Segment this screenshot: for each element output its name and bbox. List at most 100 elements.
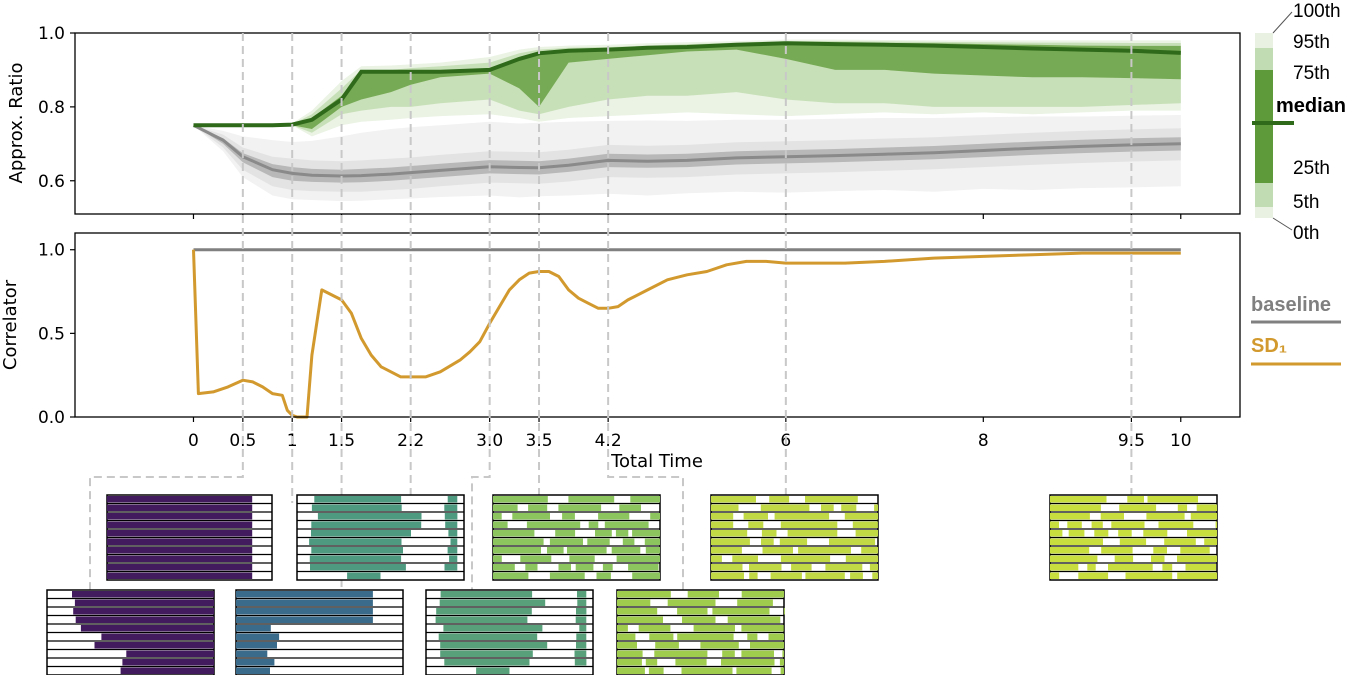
snapshot-segment bbox=[1125, 572, 1173, 579]
snapshot-segment bbox=[798, 547, 851, 554]
snapshot-segment bbox=[677, 633, 734, 640]
snapshot-segment bbox=[493, 547, 541, 554]
snapshot-segment bbox=[645, 547, 660, 554]
snapshot-segment bbox=[1068, 530, 1085, 537]
snapshot-segment bbox=[122, 659, 214, 666]
snapshot-segment bbox=[1177, 572, 1217, 579]
snapshot-segment bbox=[1050, 521, 1059, 528]
snapshot-segment bbox=[845, 555, 878, 562]
snapshot-segment bbox=[667, 599, 716, 606]
snapshot-segment bbox=[476, 667, 510, 674]
snapshot-segment bbox=[748, 521, 764, 528]
snapshot-segment bbox=[236, 642, 277, 649]
snapshot-segment bbox=[617, 625, 628, 632]
bottom-y-ticks: 0.0 0.5 1.0 bbox=[38, 241, 75, 428]
snapshot-segment bbox=[317, 513, 422, 520]
snapshot-segment bbox=[107, 547, 253, 554]
snapshot-segment bbox=[711, 555, 722, 562]
snapshot-segment bbox=[732, 555, 758, 562]
snapshot-segment bbox=[630, 496, 660, 503]
snapshot-segment bbox=[493, 496, 548, 503]
snapshot-segment bbox=[309, 555, 402, 562]
snapshot-segment bbox=[617, 667, 645, 674]
snapshot-segment bbox=[638, 625, 671, 632]
snapshot-segment bbox=[236, 659, 275, 666]
snapshot-segment bbox=[435, 616, 528, 623]
snapshot-segment bbox=[711, 538, 750, 545]
snapshot-segment bbox=[780, 521, 838, 528]
snapshot-segment bbox=[493, 564, 515, 571]
legend-label-5th: 5th bbox=[1293, 192, 1319, 213]
snapshot-segment bbox=[711, 521, 734, 528]
series-legend: baseline SD₁ bbox=[1251, 294, 1341, 366]
snapshot-segment bbox=[598, 513, 630, 520]
snapshot-segment bbox=[712, 608, 770, 615]
snapshot-segment bbox=[869, 564, 878, 571]
snapshot-segment bbox=[73, 608, 214, 615]
snapshot-segment bbox=[448, 530, 458, 537]
snapshot-segment bbox=[1050, 538, 1103, 545]
snapshot-segment bbox=[762, 547, 793, 554]
snapshot-segment bbox=[644, 538, 660, 545]
snapshot-segment bbox=[72, 591, 214, 598]
time-guide bbox=[89, 33, 244, 590]
snapshot-segment bbox=[1153, 547, 1167, 554]
snapshot-segment bbox=[314, 496, 402, 503]
snapshot-thumbnails bbox=[46, 494, 1218, 675]
snapshot-thumbnail bbox=[616, 589, 785, 675]
snapshot-segment bbox=[681, 667, 733, 674]
snapshot-thumbnail bbox=[710, 494, 879, 581]
time-guides bbox=[89, 33, 1133, 590]
snapshot-segment bbox=[445, 521, 458, 528]
snapshot-segment bbox=[493, 504, 518, 511]
snapshot-segment bbox=[436, 608, 532, 615]
snapshot-segment bbox=[493, 538, 544, 545]
snapshot-segment bbox=[741, 591, 784, 598]
top-ytick-label: 1.0 bbox=[38, 24, 65, 44]
snapshot-segment bbox=[574, 659, 587, 666]
snapshot-segment bbox=[622, 538, 635, 545]
legend-sd1-label: SD₁ bbox=[1251, 335, 1287, 357]
snapshot-segment bbox=[650, 513, 660, 520]
legend-label-100th: 100th bbox=[1293, 1, 1341, 22]
snapshot-thumbnail bbox=[106, 494, 273, 581]
snapshot-segment bbox=[558, 564, 571, 571]
snapshot-segment bbox=[310, 564, 406, 571]
snapshot-segment bbox=[126, 650, 214, 657]
snapshot-segment bbox=[682, 616, 716, 623]
snapshot-segment bbox=[440, 642, 548, 649]
snapshot-segment bbox=[1177, 555, 1217, 562]
snapshot-segment bbox=[736, 667, 772, 674]
snapshot-segment bbox=[750, 642, 784, 649]
snapshot-segment bbox=[1190, 513, 1217, 520]
snapshot-thumbnail bbox=[46, 589, 215, 675]
snapshot-segment bbox=[311, 547, 403, 554]
snapshot-segment bbox=[311, 504, 402, 511]
snapshot-segment bbox=[1162, 564, 1173, 571]
baseline-band-25-75 bbox=[193, 125, 1181, 183]
snapshot-segment bbox=[347, 572, 381, 579]
snapshot-segment bbox=[309, 538, 402, 545]
snapshot-segment bbox=[711, 504, 739, 511]
snapshot-segment bbox=[616, 555, 660, 562]
snapshot-segment bbox=[577, 591, 587, 598]
snapshot-segment bbox=[567, 547, 607, 554]
snapshot-segment bbox=[449, 555, 458, 562]
snapshot-segment bbox=[805, 572, 845, 579]
snapshot-segment bbox=[107, 555, 253, 562]
snapshot-segment bbox=[1147, 496, 1198, 503]
snapshot-segment bbox=[576, 608, 587, 615]
snapshot-segment bbox=[443, 625, 543, 632]
snapshot-segment bbox=[562, 513, 575, 520]
legend-band-0-5 bbox=[1255, 207, 1273, 218]
snapshot-segment bbox=[493, 521, 508, 528]
snapshot-segment bbox=[1050, 572, 1060, 579]
snapshot-segment bbox=[619, 504, 641, 511]
snapshot-segment bbox=[80, 625, 215, 632]
snapshot-segment bbox=[444, 564, 458, 571]
legend-baseline-label: baseline bbox=[1251, 294, 1331, 316]
snapshot-segment bbox=[645, 659, 658, 666]
snapshot-segment bbox=[575, 616, 587, 623]
snapshot-segment bbox=[1196, 504, 1217, 511]
